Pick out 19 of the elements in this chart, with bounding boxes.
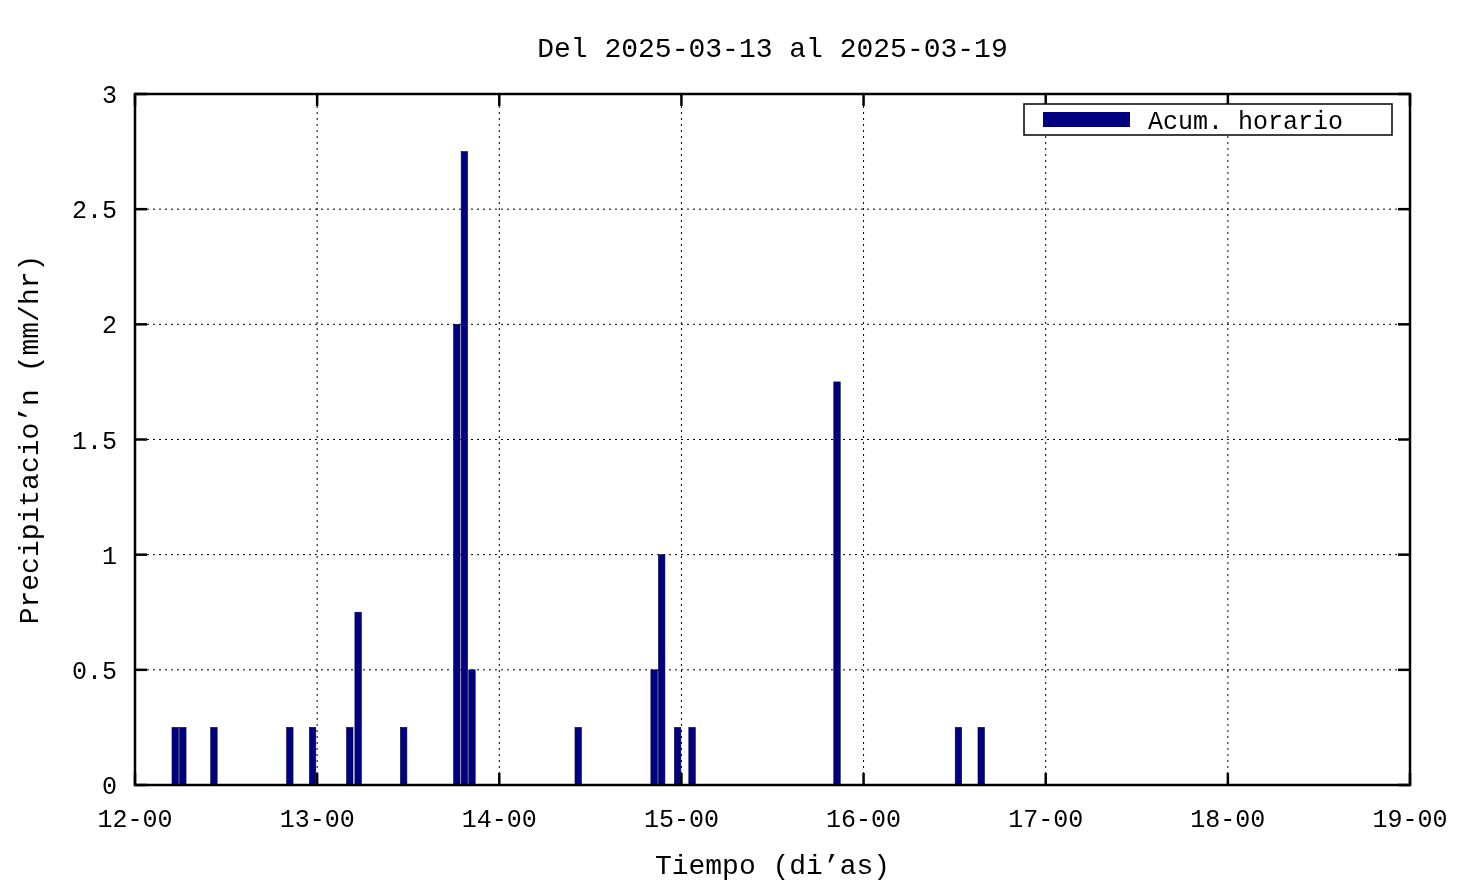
legend-label: Acum. horario — [1148, 108, 1344, 137]
y-tick-label: 1.5 — [71, 427, 117, 457]
x-tick-label: 16-00 — [826, 806, 902, 835]
x-tick-label: 15-00 — [643, 806, 719, 835]
x-tick-label: 19-00 — [1372, 806, 1448, 835]
y-tick-label: 1 — [101, 542, 117, 572]
y-axis-title: Precipitacio’n (mm/hr) — [15, 254, 46, 625]
y-tick-label: 2 — [101, 312, 117, 342]
y-tick-label: 2.5 — [71, 197, 117, 227]
y-tick-label: 3 — [101, 82, 117, 111]
x-tick-label: 14-00 — [461, 806, 537, 835]
x-tick-label: 17-00 — [1008, 806, 1084, 835]
x-axis-title: Tiempo (di’as) — [654, 851, 891, 882]
y-tick-label: 0.5 — [71, 657, 117, 687]
x-tick-label: 12-00 — [97, 806, 173, 835]
chart-title: Del 2025-03-13 al 2025-03-19 — [537, 34, 1008, 65]
x-tick-label: 13-00 — [279, 806, 355, 835]
x-tick-label: 18-00 — [1190, 806, 1266, 835]
y-tick-label: 0 — [101, 773, 117, 802]
